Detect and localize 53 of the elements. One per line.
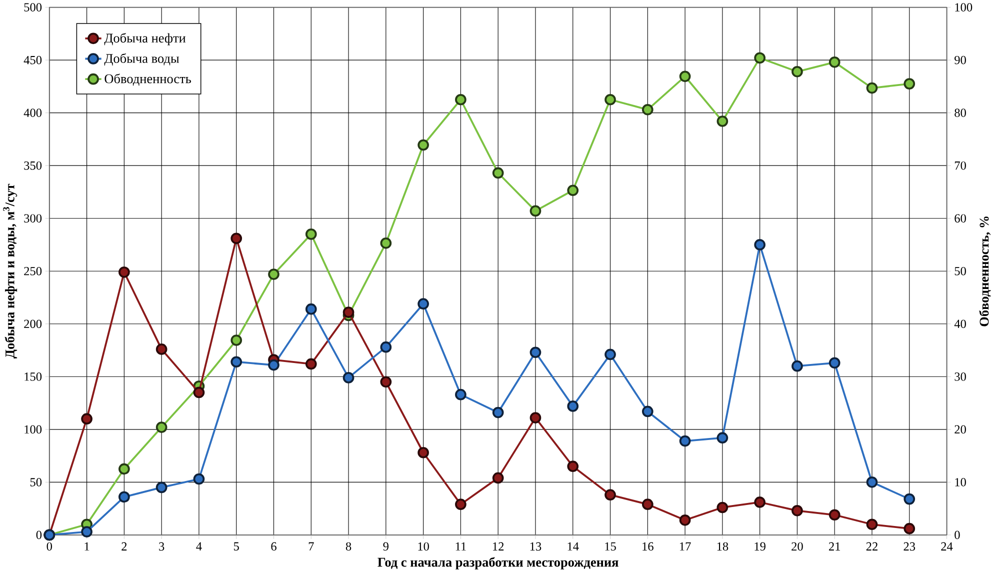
legend-label: Добыча воды [104, 54, 180, 66]
y2-tick-label: 40 [954, 320, 966, 328]
y-tick-label: 350 [24, 162, 42, 170]
y2-tick-label: 20 [954, 425, 966, 434]
x-tick-label: 19 [754, 542, 766, 551]
y2-tick-label: 0 [954, 531, 960, 540]
y-tick-label: 0 [36, 531, 42, 540]
y-tick-label: 500 [24, 3, 42, 12]
x-tick-label: 3 [159, 542, 164, 551]
x-tick-label: 0 [46, 542, 52, 551]
y2-axis-title: Обводненность, % [979, 216, 991, 326]
y-tick-label: 400 [24, 108, 42, 118]
x-tick-label: 11 [456, 542, 466, 551]
y2-tick-label: 80 [954, 108, 966, 118]
x-tick-label: 18 [717, 542, 728, 551]
y2-tick-label: 100 [955, 3, 972, 12]
y-tick-label: 450 [24, 56, 42, 64]
x-tick-label: 1 [84, 542, 90, 551]
x-tick-label: 7 [308, 542, 314, 551]
x-tick-label: 8 [346, 542, 352, 551]
legend-label: Добыча нефти [104, 33, 186, 46]
x-tick-label: 14 [568, 542, 579, 551]
y-axis-title: Добыча нефти и воды, м$^{3}$/сут [3, 184, 18, 359]
x-tick-label: 16 [642, 542, 654, 551]
y2-tick-label: 90 [954, 56, 966, 64]
x-axis-title: Год с начала разработки месторождения [378, 557, 618, 570]
y-tick-label: 300 [24, 214, 42, 223]
x-tick-label: 10 [418, 542, 429, 551]
y2-tick-label: 10 [955, 478, 966, 487]
x-tick-label: 23 [904, 542, 916, 551]
x-tick-label: 15 [605, 542, 616, 551]
x-tick-label: 22 [866, 542, 878, 551]
y-tick-label: 200 [24, 320, 42, 328]
y2-tick-label: 50 [954, 267, 966, 276]
x-tick-label: 12 [493, 542, 504, 551]
y2-tick-label: 30 [954, 372, 966, 382]
x-tick-label: 17 [680, 542, 691, 551]
x-tick-label: 2 [122, 542, 127, 551]
y-tick-label: 100 [24, 425, 42, 434]
y-tick-label: 150 [24, 372, 42, 382]
y2-tick-label: 70 [954, 162, 966, 170]
x-tick-label: 24 [941, 542, 953, 551]
y-tick-label: 250 [24, 267, 42, 276]
x-tick-label: 5 [234, 542, 239, 551]
x-tick-label: 21 [828, 542, 840, 551]
y-tick-label: 50 [30, 478, 42, 487]
x-tick-label: 20 [792, 542, 803, 551]
x-tick-label: 9 [383, 542, 388, 551]
legend-label: Обводненность [104, 74, 191, 86]
x-tick-label: 13 [530, 542, 542, 551]
y2-tick-label: 60 [954, 214, 966, 223]
x-tick-label: 6 [271, 542, 276, 551]
x-tick-label: 4 [196, 542, 202, 551]
